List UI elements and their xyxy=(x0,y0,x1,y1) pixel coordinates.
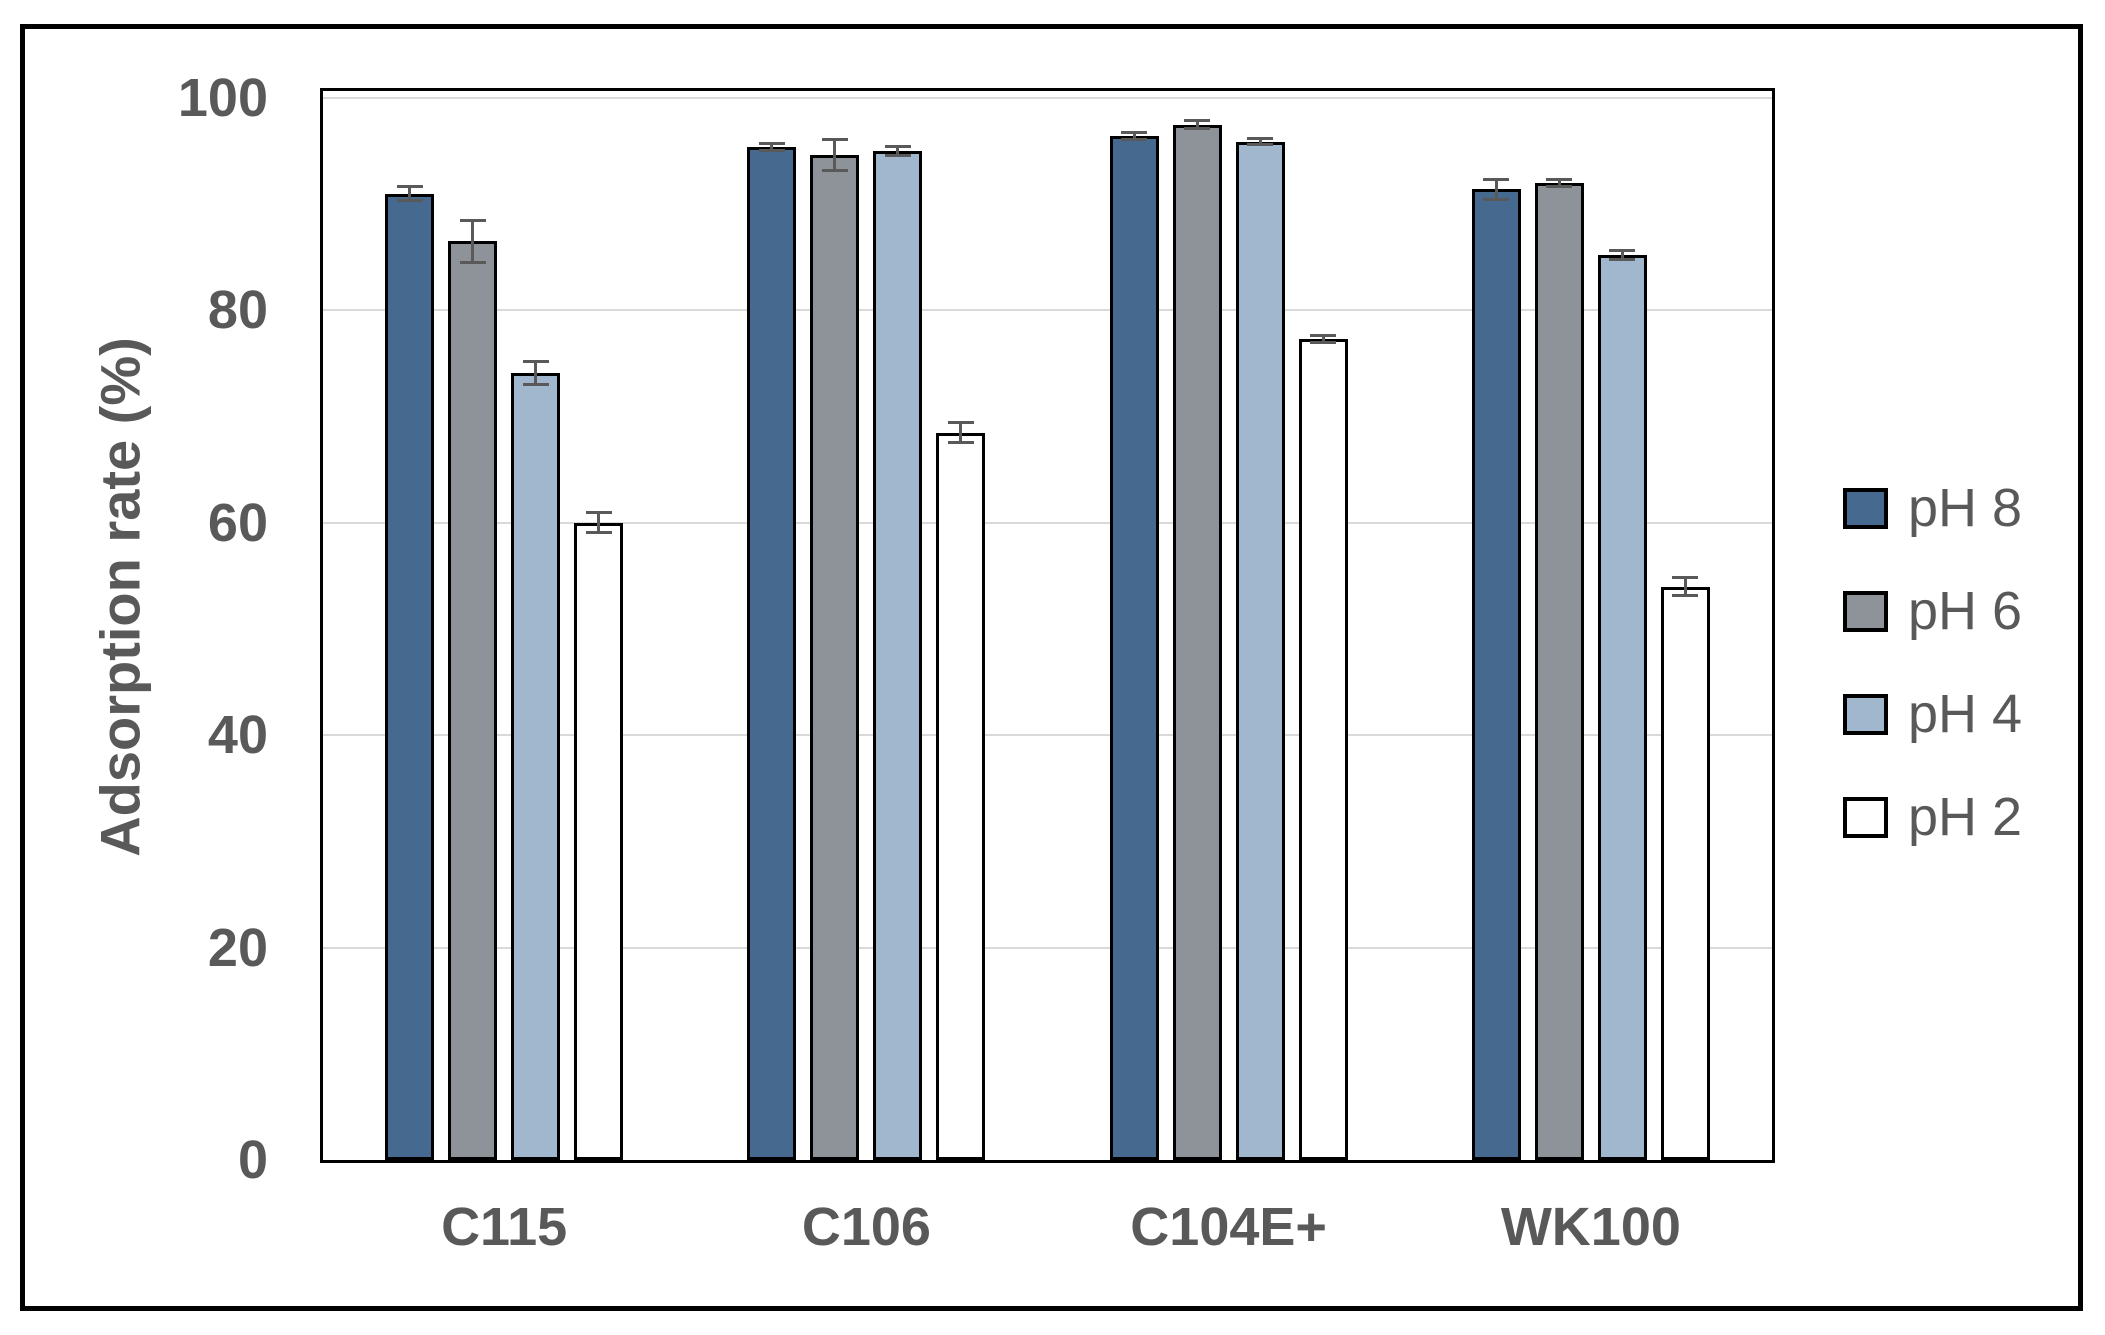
error-bar-cap xyxy=(1121,138,1148,142)
error-bar xyxy=(833,139,837,172)
legend-item: pH 2 xyxy=(1843,787,2023,847)
legend-swatch xyxy=(1843,591,1888,632)
error-bar-cap xyxy=(1184,119,1211,123)
error-bar xyxy=(770,142,774,152)
error-bar-cap xyxy=(1546,185,1573,189)
error-bar-cap xyxy=(1609,258,1636,262)
legend-swatch xyxy=(1843,488,1888,529)
bar xyxy=(385,193,435,1160)
y-tick-label: 100 xyxy=(177,68,268,128)
error-bar-cap xyxy=(1310,333,1337,337)
bar xyxy=(1235,141,1285,1160)
error-bar-cap xyxy=(821,169,848,173)
error-bar-cap xyxy=(1247,137,1274,141)
error-bar-cap xyxy=(947,420,974,424)
bar xyxy=(1660,586,1710,1160)
legend-label: pH 8 xyxy=(1908,478,2023,538)
bar xyxy=(1172,124,1222,1160)
error-bar-cap xyxy=(1672,594,1699,598)
legend-item: pH 6 xyxy=(1843,581,2023,641)
error-bar xyxy=(471,220,475,263)
error-bar-cap xyxy=(1247,142,1274,146)
bar xyxy=(574,522,624,1160)
gridline xyxy=(323,521,1772,524)
legend-swatch xyxy=(1843,797,1888,838)
x-tick-label: WK100 xyxy=(1500,1197,1681,1257)
gridline xyxy=(323,97,1772,99)
x-tick-label: C115 xyxy=(441,1197,568,1257)
error-bar xyxy=(1620,249,1624,261)
bar xyxy=(1534,182,1584,1160)
error-bar-cap xyxy=(884,144,911,148)
bar xyxy=(747,146,797,1160)
error-bar-cap xyxy=(396,199,423,202)
legend-label: pH 4 xyxy=(1908,684,2023,744)
error-bar-cap xyxy=(758,141,785,145)
gridline xyxy=(323,309,1772,312)
gridline xyxy=(323,734,1772,737)
bar xyxy=(873,151,923,1160)
error-bar xyxy=(1321,334,1325,344)
error-bar xyxy=(408,186,412,201)
legend-label: pH 6 xyxy=(1908,581,2023,641)
error-bar-cap xyxy=(1483,177,1510,181)
error-bar-cap xyxy=(1546,177,1573,181)
bar xyxy=(1298,339,1348,1160)
error-bar-cap xyxy=(1310,341,1337,345)
error-bar-cap xyxy=(758,149,785,153)
error-bar xyxy=(1683,576,1687,597)
error-bar xyxy=(896,145,900,157)
error-bar-cap xyxy=(1121,130,1148,134)
bar xyxy=(810,155,860,1160)
legend: pH 8 pH 6 pH 4 pH 2 xyxy=(1843,478,2023,900)
error-bar-cap xyxy=(396,185,423,189)
error-bar-cap xyxy=(884,154,911,158)
y-tick-label: 80 xyxy=(207,280,268,341)
y-tick-label: 40 xyxy=(207,705,268,766)
y-axis-title: Adsorption rate (%) xyxy=(88,337,152,857)
plot-area xyxy=(320,88,1775,1163)
x-tick-label: C104E+ xyxy=(1130,1197,1327,1257)
legend-item: pH 8 xyxy=(1843,478,2023,538)
error-bar-cap xyxy=(459,260,486,264)
bar xyxy=(1597,255,1647,1160)
error-bar xyxy=(1195,120,1199,129)
error-bar-cap xyxy=(1184,126,1211,130)
error-bar xyxy=(1258,138,1262,145)
error-bar-cap xyxy=(1483,197,1510,201)
error-bar-cap xyxy=(585,531,612,535)
legend-item: pH 4 xyxy=(1843,684,2023,744)
error-bar-cap xyxy=(1609,248,1636,252)
gridline xyxy=(323,946,1772,949)
x-tick-label: C106 xyxy=(801,1197,931,1257)
error-bar-cap xyxy=(522,360,549,364)
legend-label: pH 2 xyxy=(1908,787,2023,847)
error-bar xyxy=(597,512,601,534)
bar xyxy=(1109,136,1159,1160)
error-bar-cap xyxy=(522,382,549,386)
y-tick-label: 0 xyxy=(237,1130,268,1190)
y-tick-label: 60 xyxy=(207,492,268,553)
bar xyxy=(1471,189,1521,1160)
error-bar xyxy=(959,421,963,444)
error-bar-cap xyxy=(459,219,486,223)
bar xyxy=(936,432,986,1160)
bar xyxy=(511,373,561,1160)
error-bar-cap xyxy=(821,138,848,142)
error-bar-cap xyxy=(585,511,612,515)
legend-swatch xyxy=(1843,694,1888,735)
error-bar xyxy=(1557,178,1561,188)
error-bar xyxy=(534,361,538,385)
bar xyxy=(448,241,498,1160)
error-bar xyxy=(1132,131,1136,141)
error-bar xyxy=(1494,178,1498,200)
error-bar-cap xyxy=(1672,575,1699,579)
y-tick-label: 20 xyxy=(207,917,268,978)
error-bar-cap xyxy=(947,441,974,445)
